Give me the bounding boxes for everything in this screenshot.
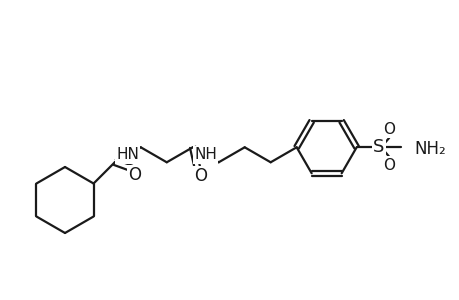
Text: NH₂: NH₂ [414,140,445,158]
Text: O: O [382,122,394,137]
Text: NH: NH [194,147,217,162]
Text: HN: HN [116,147,139,162]
Text: S: S [372,138,384,156]
Text: O: O [128,167,141,184]
Text: O: O [194,167,207,185]
Text: O: O [382,158,394,172]
